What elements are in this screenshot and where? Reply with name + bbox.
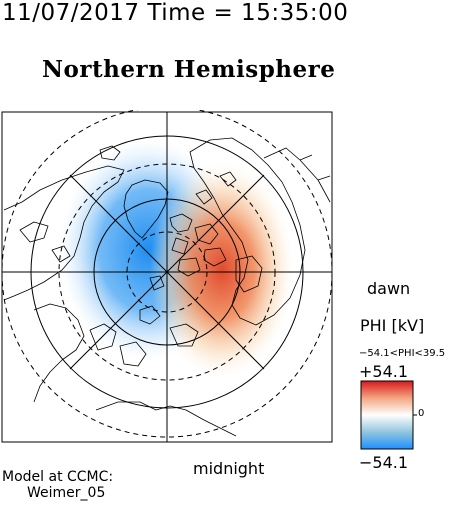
model-source-label: Model at CCMC: [2,469,114,485]
colorbar-title: PHI [kV] [360,316,425,335]
positive-potential-cell [150,162,294,378]
colorbar [360,380,417,450]
colorbar-min-label: −54.1 [359,453,409,472]
dawn-label: dawn [367,279,411,298]
meridian-lines [2,112,332,442]
coastlines [3,137,331,437]
plot-title: Northern Hemisphere [42,56,336,83]
polar-potential-map [1,110,333,443]
timestamp: 11/07/2017 Time = 15:35:00 [2,0,349,26]
colorbar-max-label: +54.1 [359,362,409,381]
midnight-label: midnight [193,459,265,478]
model-name-label: Weimer_05 [27,485,106,501]
phi-range-text: −54.1<PHI<39.5 [359,348,446,359]
colorbar-gradient [360,380,414,450]
colorbar-zero-label: 0 [418,408,425,419]
